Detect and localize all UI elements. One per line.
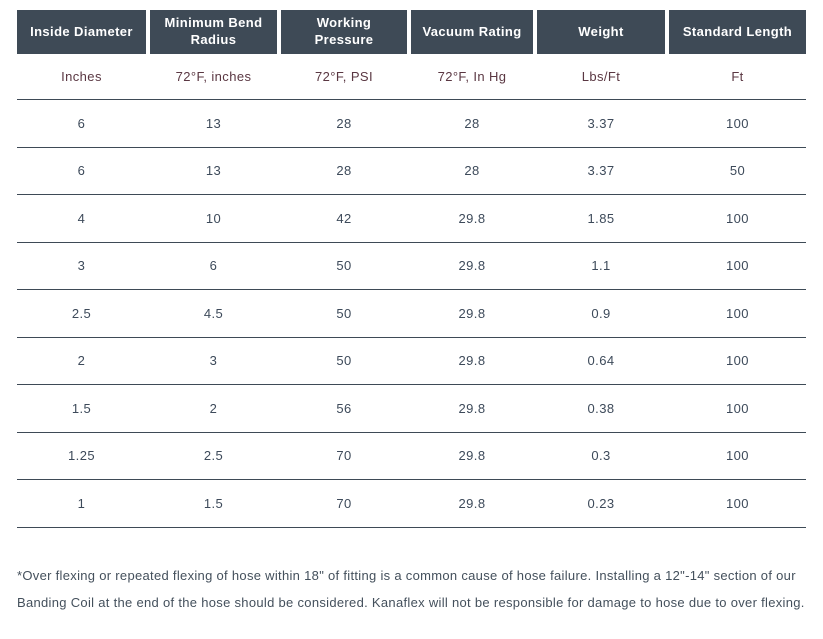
table-cell: 29.8 xyxy=(458,258,486,274)
table-cell: 2.5 xyxy=(71,305,92,321)
table-cell: 1 xyxy=(77,495,86,511)
table-cell: 0.3 xyxy=(591,448,611,464)
column-header-minimum-bend-radius: Minimum Bend Radius xyxy=(150,10,277,54)
table-cell: 6 xyxy=(77,115,86,131)
table-cell: 6 xyxy=(77,163,86,179)
table-cell: 100 xyxy=(726,258,749,274)
table-cell: 70 xyxy=(336,448,352,464)
table-cell: 28 xyxy=(464,163,480,179)
table-row: 2.5 4.5 50 29.8 0.9 100 xyxy=(17,289,806,337)
table-row: 1.25 2.5 70 29.8 0.3 100 xyxy=(17,431,806,480)
column-header-standard-length: Standard Length xyxy=(669,10,806,54)
table-cell: 56 xyxy=(336,400,352,416)
unit-inside-diameter: Inches xyxy=(61,69,102,84)
table-cell: 4 xyxy=(77,210,86,226)
table-cell: 29.8 xyxy=(458,400,486,416)
table-cell: 0.38 xyxy=(587,400,615,416)
table-cell: 29.8 xyxy=(458,210,486,226)
table-cell: 28 xyxy=(336,163,352,179)
table-cell: 13 xyxy=(205,115,222,131)
table-cell: 3.37 xyxy=(587,163,615,179)
table-cell: 2 xyxy=(77,353,86,369)
table-cell: 0.64 xyxy=(587,353,615,369)
table-cell: 1.5 xyxy=(71,400,92,416)
table-row: 6 13 28 28 3.37 100 xyxy=(17,99,806,147)
table-cell: 1.25 xyxy=(68,448,95,464)
table-cell: 10 xyxy=(205,210,222,226)
table-cell: 29.8 xyxy=(458,448,486,464)
table-cell: 4.5 xyxy=(203,305,224,321)
spec-table: Inside Diameter Minimum Bend Radius Work… xyxy=(17,10,806,528)
table-cell: 29.8 xyxy=(458,495,486,511)
unit-weight: Lbs/Ft xyxy=(581,69,621,84)
table-cell: 100 xyxy=(726,495,749,511)
column-header-weight: Weight xyxy=(537,10,665,54)
table-cell: 42 xyxy=(336,210,352,226)
table-cell: 1.1 xyxy=(591,258,611,274)
table-cell: 100 xyxy=(726,448,749,464)
table-cell: 50 xyxy=(336,305,352,321)
table-cell: 100 xyxy=(726,353,749,369)
table-cell: 6 xyxy=(209,258,218,274)
unit-vacuum-rating: 72°F, In Hg xyxy=(437,69,507,84)
table-row: 1 1.5 70 29.8 0.23 100 xyxy=(17,479,806,527)
table-cell: 3.37 xyxy=(587,115,615,131)
table-cell: 70 xyxy=(336,495,352,511)
table-header-row: Inside Diameter Minimum Bend Radius Work… xyxy=(17,10,806,54)
column-header-vacuum-rating: Vacuum Rating xyxy=(411,10,533,54)
table-cell: 2 xyxy=(209,400,218,416)
table-cell: 28 xyxy=(464,115,480,131)
table-row: 1.5 2 56 29.8 0.38 100 xyxy=(17,384,806,432)
unit-working-pressure: 72°F, PSI xyxy=(315,69,373,84)
table-cell: 1.85 xyxy=(587,210,615,226)
table-cell: 3 xyxy=(209,353,218,369)
table-units-row: Inches 72°F, inches 72°F, PSI 72°F, In H… xyxy=(17,54,806,99)
column-header-inside-diameter: Inside Diameter xyxy=(17,10,146,54)
table-cell: 50 xyxy=(336,258,352,274)
table-cell: 28 xyxy=(336,115,352,131)
column-header-working-pressure: Working Pressure xyxy=(281,10,407,54)
unit-minimum-bend-radius: 72°F, inches xyxy=(175,69,252,84)
table-cell: 29.8 xyxy=(458,353,486,369)
footnote-text: *Over flexing or repeated flexing of hos… xyxy=(17,567,805,610)
table-row: 6 13 28 28 3.37 50 xyxy=(17,146,806,195)
table-cell: 29.8 xyxy=(458,305,486,321)
table-cell: 100 xyxy=(726,115,749,131)
table-cell: 0.23 xyxy=(587,495,615,511)
table-cell: 100 xyxy=(726,210,749,226)
table-cell: 100 xyxy=(726,400,749,416)
table-row: 2 3 50 29.8 0.64 100 xyxy=(17,336,806,385)
table-cell: 100 xyxy=(726,305,749,321)
table-cell: 3 xyxy=(77,258,86,274)
table-cell: 13 xyxy=(205,163,222,179)
table-cell: 1.5 xyxy=(203,495,224,511)
table-cell: 0.9 xyxy=(591,305,611,321)
table-cell: 50 xyxy=(729,163,746,179)
table-body: 6 13 28 28 3.37 100 6 13 28 28 3.37 50 4 10 42 29.8 1.85… xyxy=(17,99,806,528)
table-cell: 50 xyxy=(336,353,352,369)
table-row: 3 6 50 29.8 1.1 100 xyxy=(17,241,806,290)
table-cell: 2.5 xyxy=(203,448,224,464)
table-row: 4 10 42 29.8 1.85 100 xyxy=(17,194,806,242)
unit-standard-length: Ft xyxy=(731,69,744,84)
